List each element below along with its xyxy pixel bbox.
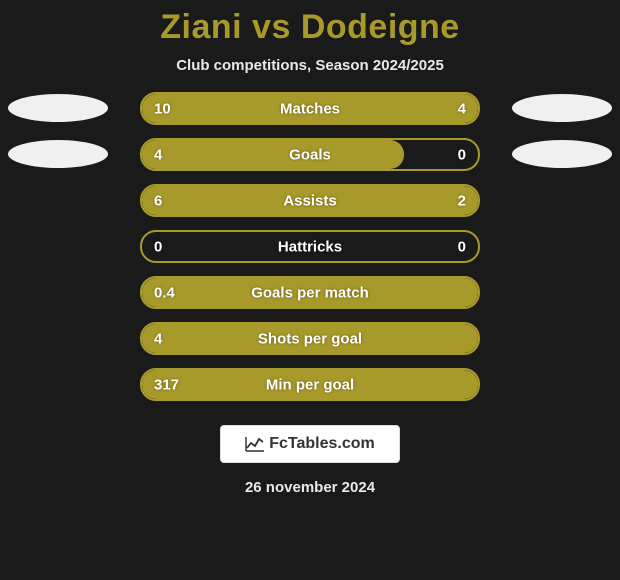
date-label: 26 november 2024 <box>0 479 620 496</box>
stat-label: Matches <box>280 100 340 117</box>
player-avatar-left <box>8 94 108 122</box>
stat-row: 4 Shots per goal <box>0 322 620 355</box>
player-avatar-left <box>8 140 108 168</box>
stat-label: Goals <box>289 146 331 163</box>
stat-label: Goals per match <box>251 284 369 301</box>
bar-fill-left <box>142 186 394 215</box>
stat-value-left: 10 <box>154 100 171 117</box>
stat-value-right: 2 <box>458 192 466 209</box>
stat-bar: 317 Min per goal <box>140 368 480 401</box>
stat-row: 0.4 Goals per match <box>0 276 620 309</box>
stat-bar: 4 0 Goals <box>140 138 480 171</box>
stat-row: 4 0 Goals <box>0 138 620 171</box>
stat-value-left: 4 <box>154 330 162 347</box>
page-title: Ziani vs Dodeigne <box>0 0 620 47</box>
stat-row: 317 Min per goal <box>0 368 620 401</box>
stat-value-right: 4 <box>458 100 466 117</box>
player-avatar-right <box>512 94 612 122</box>
player-avatar-right <box>512 140 612 168</box>
stat-value-left: 0.4 <box>154 284 175 301</box>
brand-text: FcTables.com <box>269 435 375 453</box>
bar-fill-left <box>142 140 404 169</box>
stat-label: Shots per goal <box>258 330 362 347</box>
stat-value-left: 6 <box>154 192 162 209</box>
subtitle: Club competitions, Season 2024/2025 <box>0 57 620 74</box>
stat-value-left: 317 <box>154 376 179 393</box>
stat-value-left: 4 <box>154 146 162 163</box>
stat-bar: 0 0 Hattricks <box>140 230 480 263</box>
stat-value-right: 0 <box>458 146 466 163</box>
stat-value-right: 0 <box>458 238 466 255</box>
stat-label: Min per goal <box>266 376 354 393</box>
stats-rows: 10 4 Matches 4 0 Goals 6 2 Assists 0 0 Hattricks 0.4… <box>0 92 620 401</box>
stat-value-left: 0 <box>154 238 162 255</box>
brand-tag: FcTables.com <box>220 425 400 463</box>
stat-row: 0 0 Hattricks <box>0 230 620 263</box>
bar-fill-left <box>142 94 382 123</box>
stat-row: 10 4 Matches <box>0 92 620 125</box>
stat-row: 6 2 Assists <box>0 184 620 217</box>
stat-bar: 0.4 Goals per match <box>140 276 480 309</box>
stat-bar: 4 Shots per goal <box>140 322 480 355</box>
stat-bar: 6 2 Assists <box>140 184 480 217</box>
stat-label: Hattricks <box>278 238 342 255</box>
chart-line-icon <box>245 436 265 452</box>
stat-label: Assists <box>283 192 336 209</box>
stat-bar: 10 4 Matches <box>140 92 480 125</box>
